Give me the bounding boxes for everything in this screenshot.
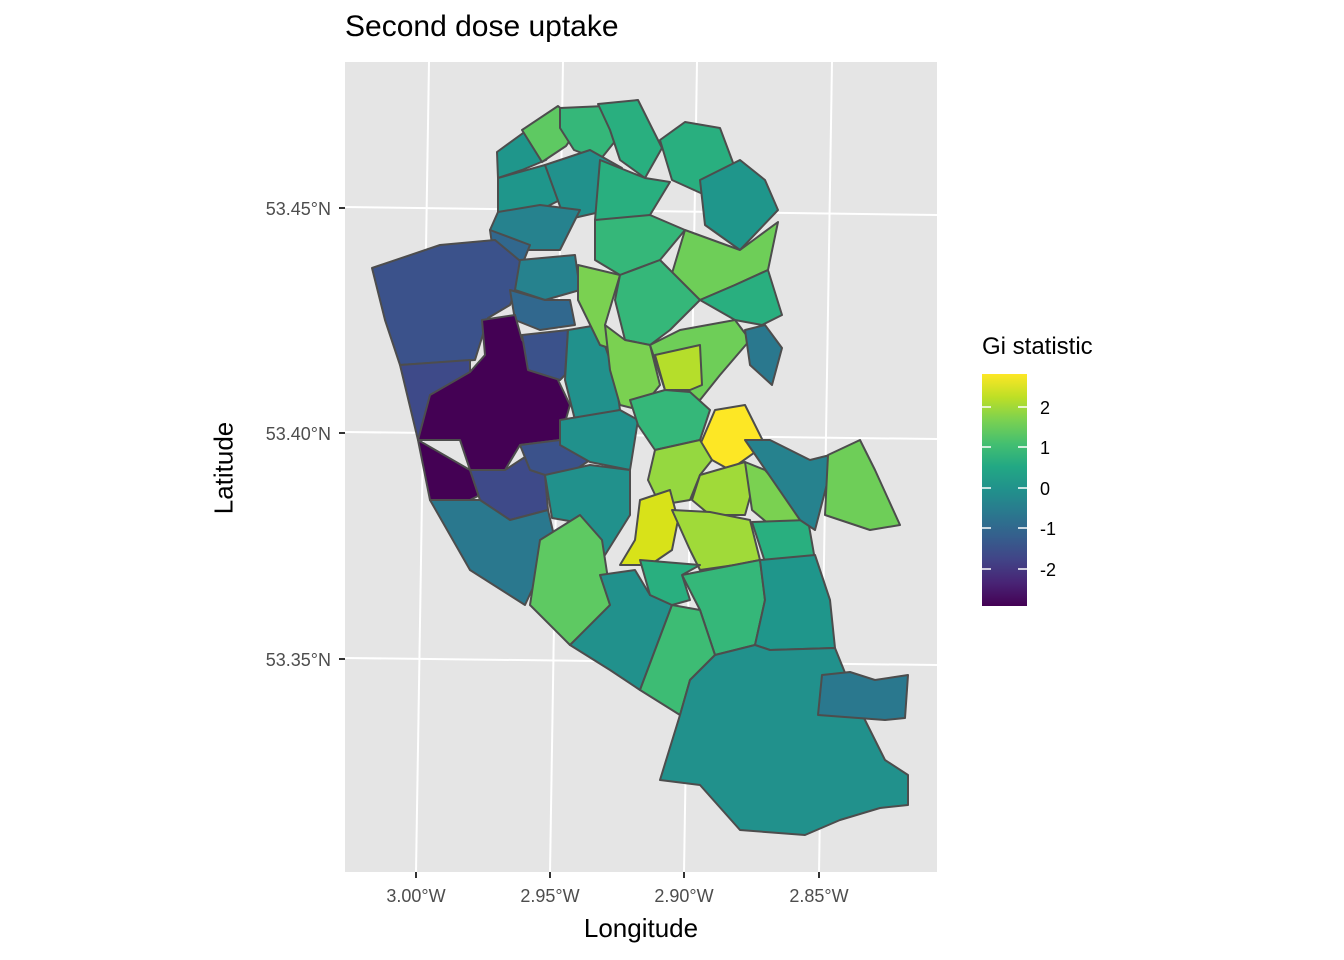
x-tick-label: 2.90°W <box>654 886 713 906</box>
regions <box>371 99 909 836</box>
region <box>629 389 711 451</box>
region <box>619 489 679 566</box>
region <box>817 671 909 721</box>
region <box>744 324 783 386</box>
legend-label: 0 <box>1040 479 1050 499</box>
x-tick-label: 3.00°W <box>386 886 445 906</box>
region <box>824 439 901 531</box>
legend-label: 2 <box>1040 398 1050 418</box>
legend-ticks <box>982 406 1027 570</box>
region <box>639 559 701 606</box>
region <box>371 239 526 366</box>
y-tick-label: 53.40°N <box>266 424 331 444</box>
region <box>654 344 703 391</box>
region <box>544 464 631 556</box>
region <box>514 254 581 301</box>
y-axis-label: Latitude <box>208 421 239 515</box>
chart-title: Second dose uptake <box>345 10 619 43</box>
y-tick-label: 53.45°N <box>266 199 331 219</box>
x-tick-label: 2.85°W <box>789 886 848 906</box>
region <box>699 159 779 251</box>
legend-title: Gi statistic <box>982 333 1093 360</box>
region <box>429 499 556 606</box>
legend-label: -1 <box>1040 519 1056 539</box>
x-axis-label: Longitude <box>583 913 699 943</box>
region <box>521 329 569 381</box>
legend-label: -2 <box>1040 560 1056 580</box>
legend-colorbar <box>982 374 1027 606</box>
legend-label: 1 <box>1040 438 1050 458</box>
x-tick-label: 2.95°W <box>520 886 579 906</box>
axis-ticks <box>339 207 820 878</box>
region <box>614 259 701 346</box>
y-tick-label: 53.35°N <box>266 650 331 670</box>
